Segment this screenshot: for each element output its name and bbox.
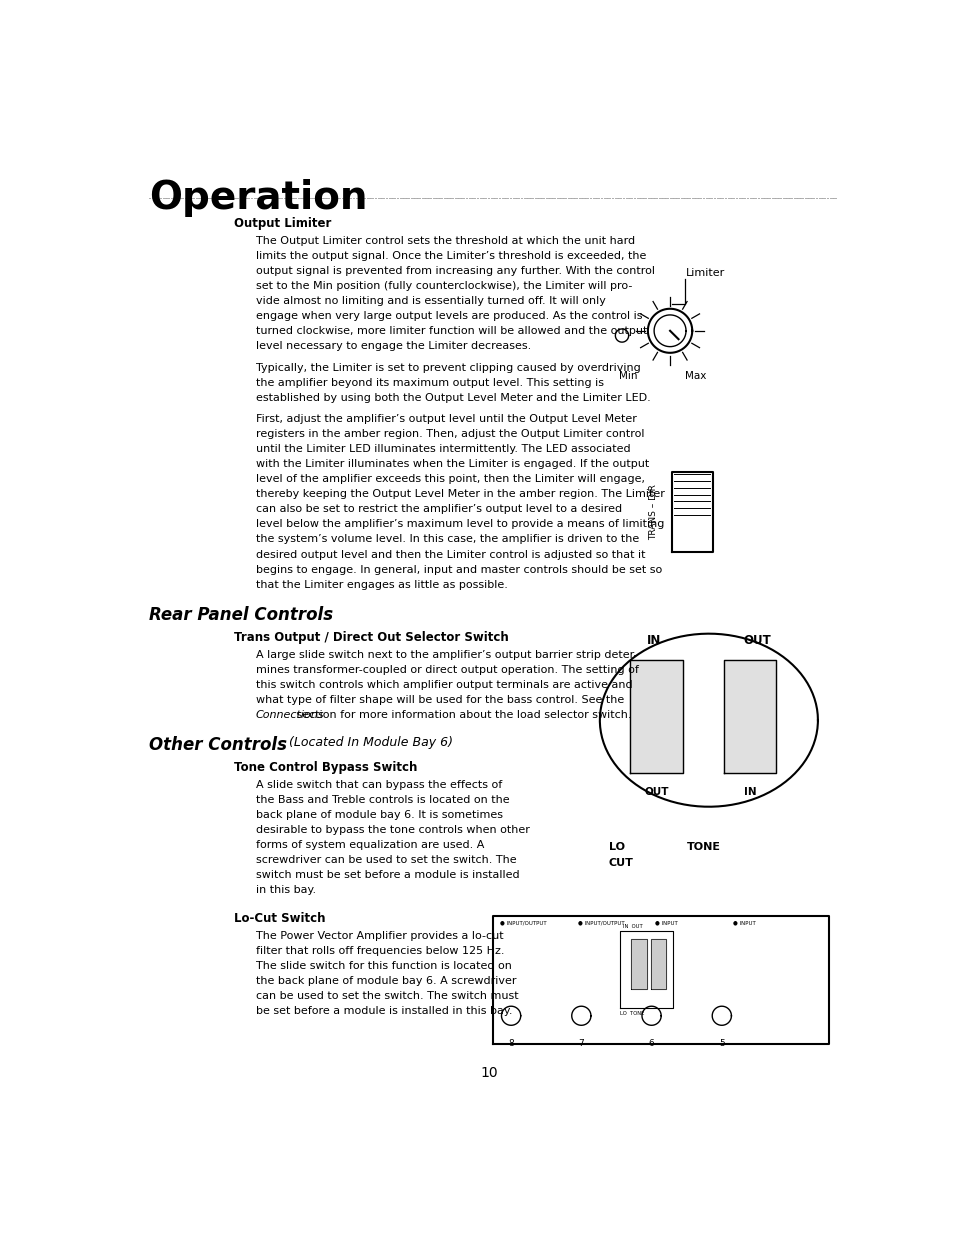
Text: 5: 5 [719,1039,724,1047]
Text: (Located In Module Bay 6): (Located In Module Bay 6) [289,736,453,750]
Text: The slide switch for this function is located on: The slide switch for this function is lo… [255,961,512,971]
Text: section for more information about the load selector switch.: section for more information about the l… [294,710,631,720]
Text: with the Limiter illuminates when the Limiter is engaged. If the output: with the Limiter illuminates when the Li… [255,459,649,469]
Polygon shape [630,939,646,989]
Text: what type of filter shape will be used for the bass control. See the: what type of filter shape will be used f… [255,695,623,705]
Text: Min: Min [618,370,637,380]
Text: 6: 6 [648,1039,654,1047]
Text: OUT: OUT [742,635,770,647]
Polygon shape [723,661,776,773]
Text: Operation: Operation [149,179,367,216]
Text: vide almost no limiting and is essentially turned off. It will only: vide almost no limiting and is essential… [255,296,605,306]
Text: until the Limiter LED illuminates intermittently. The LED associated: until the Limiter LED illuminates interm… [255,445,630,454]
Text: LO  TONE: LO TONE [619,1011,644,1016]
Text: 7: 7 [578,1039,583,1047]
Text: IN: IN [646,635,660,647]
Text: ● INPUT/OUTPUT: ● INPUT/OUTPUT [577,920,623,925]
Text: mines transformer-coupled or direct output operation. The setting of: mines transformer-coupled or direct outp… [255,664,639,674]
Text: the system’s volume level. In this case, the amplifier is driven to the: the system’s volume level. In this case,… [255,535,639,545]
Text: turned clockwise, more limiter function will be allowed and the output: turned clockwise, more limiter function … [255,326,647,336]
Text: 8: 8 [508,1039,514,1047]
Text: thereby keeping the Output Level Meter in the amber region. The Limiter: thereby keeping the Output Level Meter i… [255,489,664,499]
Text: output signal is prevented from increasing any further. With the control: output signal is prevented from increasi… [255,266,655,275]
Text: switch must be set before a module is installed: switch must be set before a module is in… [255,871,519,881]
Text: that the Limiter engages as little as possible.: that the Limiter engages as little as po… [255,579,507,589]
Text: A large slide switch next to the amplifier’s output barrier strip deter-: A large slide switch next to the amplifi… [255,650,637,659]
Text: this switch controls which amplifier output terminals are active and: this switch controls which amplifier out… [255,679,632,690]
Text: in this bay.: in this bay. [255,885,315,895]
Text: ● INPUT: ● INPUT [655,920,678,925]
Polygon shape [650,939,665,989]
Text: back plane of module bay 6. It is sometimes: back plane of module bay 6. It is someti… [255,810,502,820]
Text: the back plane of module bay 6. A screwdriver: the back plane of module bay 6. A screwd… [255,976,516,986]
Text: A slide switch that can bypass the effects of: A slide switch that can bypass the effec… [255,781,501,790]
Text: ● INPUT: ● INPUT [732,920,755,925]
Text: the amplifier beyond its maximum output level. This setting is: the amplifier beyond its maximum output … [255,378,603,388]
Text: TONE: TONE [686,842,720,852]
Text: Max: Max [684,370,705,380]
Text: IN: IN [743,787,756,797]
Text: can be used to set the switch. The switch must: can be used to set the switch. The switc… [255,990,518,1000]
Polygon shape [630,661,682,773]
Text: desired output level and then the Limiter control is adjusted so that it: desired output level and then the Limite… [255,550,645,559]
Text: set to the Min position (fully counterclockwise), the Limiter will pro-: set to the Min position (fully countercl… [255,280,632,290]
Text: LO: LO [608,842,624,852]
Text: Rear Panel Controls: Rear Panel Controls [149,606,333,624]
Text: 10: 10 [479,1066,497,1081]
Text: limits the output signal. Once the Limiter’s threshold is exceeded, the: limits the output signal. Once the Limit… [255,251,646,261]
Text: the Bass and Treble controls is located on the: the Bass and Treble controls is located … [255,795,509,805]
Text: Trans Output / Direct Out Selector Switch: Trans Output / Direct Out Selector Switc… [233,631,508,643]
Text: IN  OUT: IN OUT [622,924,642,929]
Text: Limiter: Limiter [685,268,725,278]
Text: be set before a module is installed in this bay.: be set before a module is installed in t… [255,1005,512,1015]
Text: level below the amplifier’s maximum level to provide a means of limiting: level below the amplifier’s maximum leve… [255,520,663,530]
Text: First, adjust the amplifier’s output level until the Output Level Meter: First, adjust the amplifier’s output lev… [255,414,637,425]
Text: CUT: CUT [608,857,633,868]
Text: filter that rolls off frequencies below 125 Hz.: filter that rolls off frequencies below … [255,946,504,956]
Text: OUT: OUT [643,787,668,797]
Text: Other Controls: Other Controls [149,736,287,755]
Text: established by using both the Output Level Meter and the Limiter LED.: established by using both the Output Lev… [255,393,650,403]
Text: level of the amplifier exceeds this point, then the Limiter will engage,: level of the amplifier exceeds this poin… [255,474,644,484]
Text: registers in the amber region. Then, adjust the Output Limiter control: registers in the amber region. Then, adj… [255,430,644,440]
Text: engage when very large output levels are produced. As the control is: engage when very large output levels are… [255,311,642,321]
Text: Output Limiter: Output Limiter [233,216,331,230]
Text: Connections: Connections [255,710,324,720]
Text: The Output Limiter control sets the threshold at which the unit hard: The Output Limiter control sets the thre… [255,236,635,246]
Text: forms of system equalization are used. A: forms of system equalization are used. A [255,840,484,850]
Text: Lo-Cut Switch: Lo-Cut Switch [233,911,325,925]
Text: Typically, the Limiter is set to prevent clipping caused by overdriving: Typically, the Limiter is set to prevent… [255,363,640,373]
Text: desirable to bypass the tone controls when other: desirable to bypass the tone controls wh… [255,825,529,835]
Text: The Power Vector Amplifier provides a lo-cut: The Power Vector Amplifier provides a lo… [255,931,503,941]
Text: begins to engage. In general, input and master controls should be set so: begins to engage. In general, input and … [255,564,661,574]
Text: ● INPUT/OUTPUT: ● INPUT/OUTPUT [499,920,546,925]
Text: level necessary to engage the Limiter decreases.: level necessary to engage the Limiter de… [255,341,531,351]
Text: TRANS – DIR: TRANS – DIR [648,484,658,540]
Text: Tone Control Bypass Switch: Tone Control Bypass Switch [233,761,416,774]
Text: screwdriver can be used to set the switch. The: screwdriver can be used to set the switc… [255,855,517,866]
Text: can also be set to restrict the amplifier’s output level to a desired: can also be set to restrict the amplifie… [255,504,621,515]
